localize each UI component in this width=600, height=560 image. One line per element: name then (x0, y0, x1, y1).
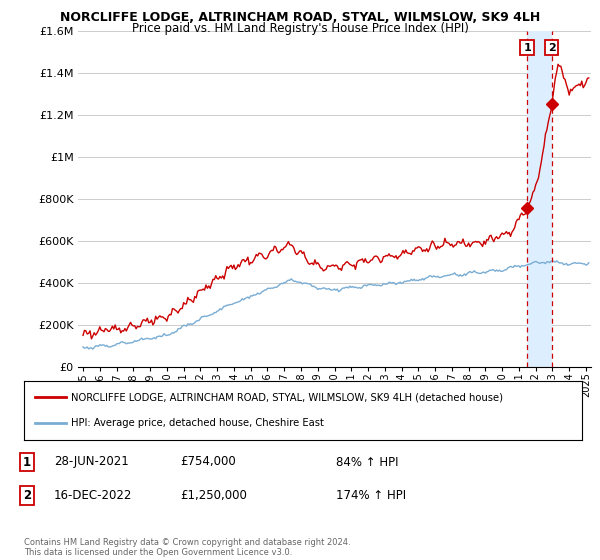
Text: 16-DEC-2022: 16-DEC-2022 (54, 489, 133, 502)
Text: £1,250,000: £1,250,000 (180, 489, 247, 502)
Text: NORCLIFFE LODGE, ALTRINCHAM ROAD, STYAL, WILMSLOW, SK9 4LH: NORCLIFFE LODGE, ALTRINCHAM ROAD, STYAL,… (60, 11, 540, 24)
Text: 84% ↑ HPI: 84% ↑ HPI (336, 455, 398, 469)
Text: HPI: Average price, detached house, Cheshire East: HPI: Average price, detached house, Ches… (71, 418, 325, 428)
Text: 2: 2 (23, 489, 31, 502)
Text: £754,000: £754,000 (180, 455, 236, 469)
Text: Contains HM Land Registry data © Crown copyright and database right 2024.
This d: Contains HM Land Registry data © Crown c… (24, 538, 350, 557)
Text: 1: 1 (23, 455, 31, 469)
Text: 28-JUN-2021: 28-JUN-2021 (54, 455, 129, 469)
Text: 174% ↑ HPI: 174% ↑ HPI (336, 489, 406, 502)
Text: 2: 2 (548, 43, 556, 53)
Text: Price paid vs. HM Land Registry's House Price Index (HPI): Price paid vs. HM Land Registry's House … (131, 22, 469, 35)
Text: 1: 1 (523, 43, 531, 53)
Text: NORCLIFFE LODGE, ALTRINCHAM ROAD, STYAL, WILMSLOW, SK9 4LH (detached house): NORCLIFFE LODGE, ALTRINCHAM ROAD, STYAL,… (71, 392, 503, 402)
Bar (527, 31, 552, 367)
